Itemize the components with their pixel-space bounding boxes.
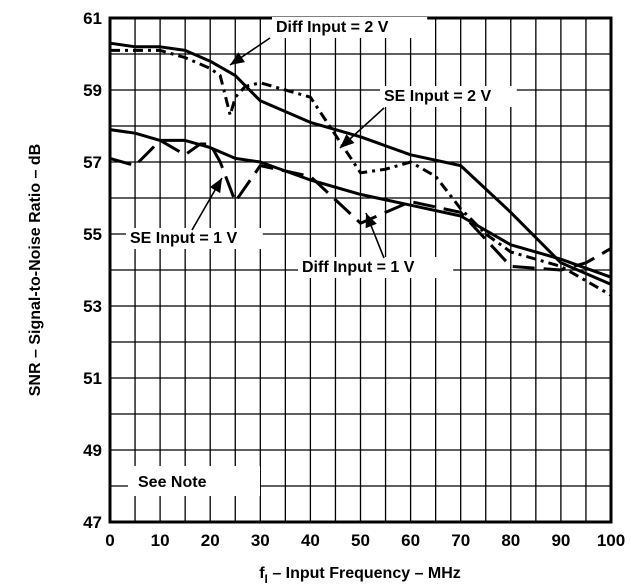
x-tick-label: 10	[151, 531, 170, 550]
y-tick-label: 57	[83, 153, 102, 172]
annotation-arrowhead	[209, 178, 222, 194]
y-tick-label: 53	[83, 297, 102, 316]
y-tick-label: 55	[83, 225, 102, 244]
x-tick-label: 50	[351, 531, 370, 550]
y-axis-label: SNR – Signal-to-Noise Ratio – dB	[27, 144, 44, 396]
y-tick-label: 49	[83, 441, 102, 460]
x-tick-label: 100	[597, 531, 625, 550]
annotation-bg	[298, 257, 454, 278]
series-group	[109, 41, 612, 297]
y-tick-label: 59	[83, 81, 102, 100]
annotation-arrowhead	[340, 134, 355, 148]
annotation-bg	[380, 86, 517, 107]
annotation-bg	[272, 17, 428, 38]
x-tick-label: 60	[401, 531, 420, 550]
x-tick-label: 30	[251, 531, 270, 550]
annotations: Diff Input = 2 V SE Input = 2 V SE Input =…	[126, 17, 517, 278]
see-note-label: See Note	[138, 474, 207, 491]
x-axis-label-symbol: f	[259, 565, 265, 582]
x-tick-label: 0	[105, 531, 114, 550]
annotation-label: SE Input = 2 V	[384, 88, 491, 105]
y-tick-label: 51	[83, 369, 102, 388]
annotation-label: Diff Input = 1 V	[302, 259, 415, 276]
annotation-bg	[126, 228, 263, 249]
x-axis-label: fI – Input Frequency – MHz	[259, 565, 461, 586]
y-tick-label: 61	[83, 9, 102, 28]
series-line	[109, 138, 612, 272]
annotation-label: Diff Input = 2 V	[276, 19, 389, 36]
note-box	[128, 466, 260, 496]
series-line	[109, 41, 612, 286]
x-axis-label-subscript: I	[265, 572, 268, 586]
x-axis-label-text: – Input Frequency – MHz	[268, 565, 461, 582]
x-tick-label: 20	[201, 531, 220, 550]
annotation-arrowhead	[365, 213, 377, 229]
x-tick-label: 40	[301, 531, 320, 550]
annotation-arrowhead	[230, 52, 245, 65]
y-tick-label: 47	[83, 513, 102, 532]
annotation-label: SE Input = 1 V	[130, 230, 237, 247]
series-line	[110, 48, 612, 297]
tick-labels: 0 10 20 30 40 50 60 70 80 90 100 47 49 51 53 55 57 59 61	[83, 9, 625, 550]
x-tick-label: 70	[451, 531, 470, 550]
x-tick-label: 90	[551, 531, 570, 550]
x-tick-label: 80	[501, 531, 520, 550]
